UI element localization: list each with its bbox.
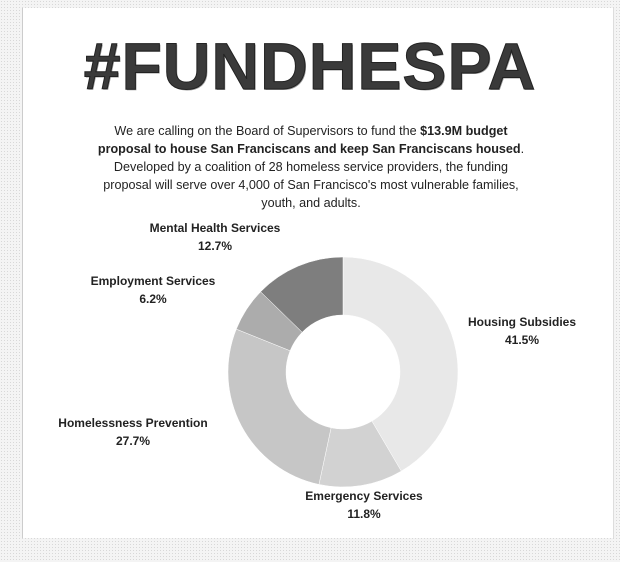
segment-value: 6.2%: [139, 292, 167, 306]
segment-label: Mental Health Services: [150, 221, 281, 235]
description-bold: $13.9M budget proposal to house San Fran…: [97, 124, 521, 156]
segment-value: 27.7%: [116, 434, 150, 448]
segment-label: Homelessness Prevention: [58, 416, 207, 430]
description-text: We are calling on the Board of Superviso…: [114, 124, 421, 138]
donut-segment: [260, 256, 344, 333]
donut-segment: [342, 256, 459, 472]
segment-value: 12.7%: [198, 239, 232, 253]
description-text: . Developed by a coalition of 28 homeles…: [103, 142, 525, 210]
donut-segment: [227, 328, 332, 485]
segment-value: 11.8%: [347, 507, 381, 521]
segment-value: 41.5%: [505, 333, 539, 347]
segment-label: Employment Services: [91, 274, 216, 288]
description: We are calling on the Board of Superviso…: [95, 122, 527, 212]
segment-label: Housing Subsidies: [468, 315, 576, 329]
title: #FUNDHESPA: [83, 29, 537, 104]
segment-label: Emergency Services: [305, 489, 423, 503]
